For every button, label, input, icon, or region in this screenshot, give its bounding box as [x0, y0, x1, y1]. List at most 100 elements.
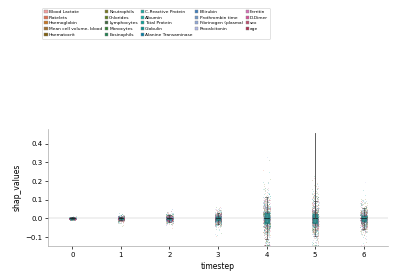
- Point: [314, 186, 320, 190]
- Point: [311, 206, 318, 210]
- Point: [120, 217, 126, 221]
- Point: [66, 218, 73, 222]
- Point: [169, 216, 175, 220]
- Point: [311, 218, 318, 222]
- Point: [312, 207, 318, 211]
- Point: [262, 197, 268, 201]
- Point: [116, 216, 123, 221]
- Point: [121, 216, 127, 220]
- Point: [216, 208, 222, 213]
- Point: [360, 217, 367, 222]
- Point: [266, 222, 272, 227]
- Point: [166, 218, 172, 222]
- Point: [262, 204, 268, 208]
- Point: [120, 217, 126, 221]
- Point: [358, 202, 365, 206]
- Point: [212, 214, 218, 219]
- Point: [360, 215, 366, 219]
- Point: [214, 215, 220, 220]
- Point: [312, 242, 319, 247]
- Point: [166, 217, 173, 221]
- Point: [215, 216, 221, 220]
- Point: [263, 200, 269, 204]
- Point: [260, 213, 267, 217]
- Point: [164, 217, 170, 222]
- Point: [261, 227, 268, 231]
- Point: [67, 216, 74, 221]
- Point: [312, 216, 319, 220]
- Point: [216, 217, 222, 222]
- Point: [312, 207, 318, 211]
- Point: [118, 218, 124, 223]
- Point: [66, 216, 72, 220]
- Point: [313, 204, 320, 209]
- Point: [215, 213, 222, 218]
- Point: [69, 217, 75, 221]
- Point: [358, 213, 364, 218]
- Point: [360, 215, 366, 219]
- Point: [116, 217, 122, 221]
- Point: [118, 216, 124, 221]
- Point: [357, 217, 364, 222]
- Point: [311, 215, 317, 219]
- Point: [117, 216, 123, 221]
- Point: [315, 227, 321, 231]
- Point: [66, 216, 72, 220]
- Point: [266, 211, 273, 215]
- Point: [68, 217, 74, 221]
- Point: [362, 229, 368, 234]
- Point: [164, 218, 171, 223]
- Point: [216, 219, 222, 224]
- Point: [314, 215, 320, 220]
- Point: [167, 216, 173, 221]
- Point: [264, 196, 270, 200]
- Point: [261, 223, 267, 228]
- Point: [312, 214, 318, 219]
- Point: [166, 214, 172, 218]
- Point: [264, 220, 270, 224]
- Point: [311, 205, 318, 210]
- Point: [262, 222, 269, 227]
- Point: [67, 216, 73, 220]
- Point: [216, 215, 222, 220]
- Point: [266, 210, 272, 215]
- Point: [362, 212, 368, 217]
- Point: [310, 204, 316, 208]
- Point: [117, 216, 123, 220]
- Point: [70, 216, 77, 220]
- Point: [308, 202, 315, 206]
- Point: [359, 214, 366, 219]
- Point: [265, 227, 272, 232]
- Point: [212, 218, 218, 222]
- Point: [70, 217, 76, 221]
- Point: [363, 218, 369, 222]
- Point: [115, 216, 122, 220]
- Point: [120, 217, 126, 221]
- Point: [164, 213, 171, 217]
- Point: [72, 216, 79, 220]
- Point: [67, 217, 74, 221]
- Point: [361, 221, 368, 226]
- Point: [71, 216, 77, 221]
- Point: [114, 215, 121, 220]
- Point: [309, 210, 315, 215]
- Point: [363, 212, 370, 217]
- Point: [69, 216, 75, 221]
- Point: [72, 217, 78, 221]
- Point: [114, 216, 121, 220]
- Point: [264, 226, 270, 230]
- Point: [166, 214, 173, 218]
- Point: [117, 215, 123, 220]
- Point: [116, 216, 122, 221]
- Point: [170, 215, 176, 219]
- Point: [360, 218, 366, 222]
- Point: [116, 216, 123, 221]
- Point: [68, 217, 74, 221]
- Point: [70, 216, 76, 220]
- Point: [118, 214, 125, 218]
- Point: [312, 240, 319, 244]
- Point: [165, 216, 172, 220]
- Point: [116, 218, 122, 223]
- Point: [361, 205, 368, 209]
- Point: [72, 216, 78, 220]
